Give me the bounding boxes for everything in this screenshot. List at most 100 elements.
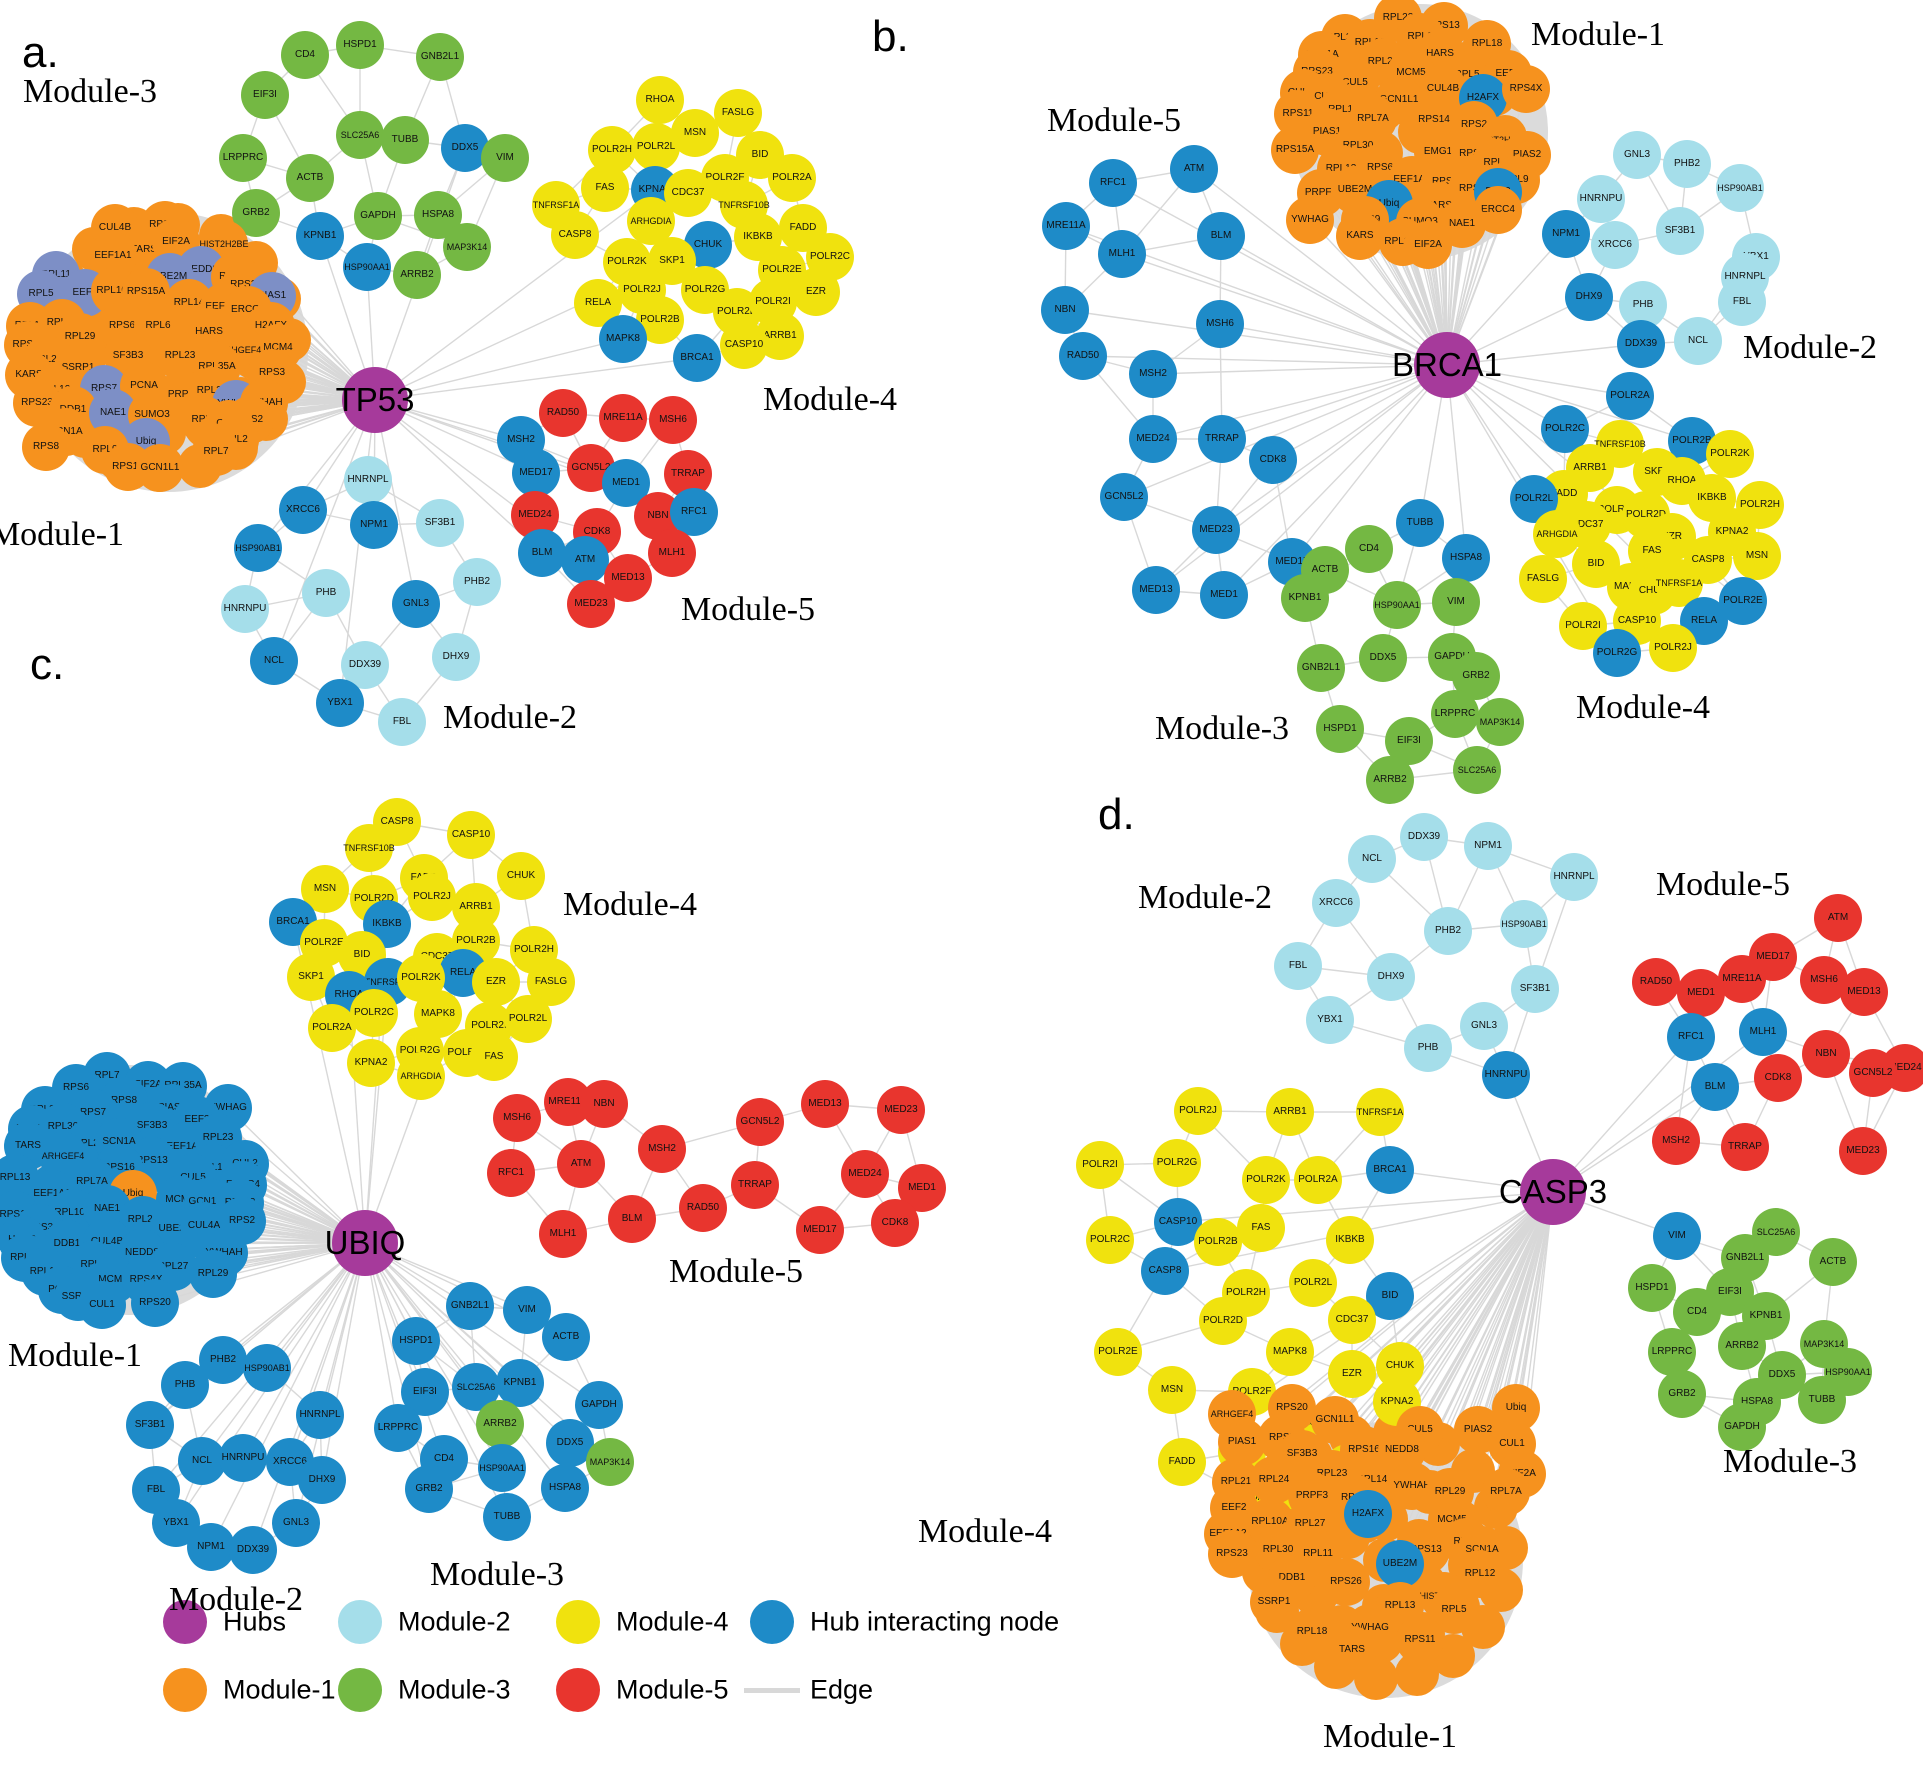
node-MSN[interactable]: MSN [301, 865, 349, 913]
node-CDK8[interactable]: CDK8 [1249, 436, 1297, 484]
node-ARRB2[interactable]: ARRB2 [1718, 1322, 1766, 1370]
node-DHX9[interactable]: DHX9 [1367, 953, 1415, 1001]
node-CASP10[interactable]: CASP10 [720, 321, 768, 369]
node-NCL[interactable]: NCL [1348, 835, 1396, 883]
node-MED17[interactable]: MED17 [512, 449, 560, 497]
node-MSH2[interactable]: MSH2 [1129, 350, 1177, 398]
node-RPS23[interactable]: RPS23 [1208, 1530, 1256, 1578]
node-XRCC6[interactable]: XRCC6 [1312, 879, 1360, 927]
node-HSPA8[interactable]: HSPA8 [1442, 534, 1490, 582]
node-YBX1[interactable]: YBX1 [1306, 996, 1354, 1044]
node-KPNB1[interactable]: KPNB1 [496, 1359, 544, 1407]
node-HNRNPU[interactable]: HNRNPU [1577, 175, 1625, 223]
node-RPS15A[interactable]: RPS15A [1271, 126, 1319, 174]
node-NCL[interactable]: NCL [1674, 317, 1722, 365]
node-GAPDH[interactable]: GAPDH [1718, 1403, 1766, 1451]
node-RAD50[interactable]: RAD50 [539, 389, 587, 437]
node-DDX39[interactable]: DDX39 [1400, 813, 1448, 861]
node-FAS[interactable]: FAS [470, 1033, 518, 1081]
node-RHOA[interactable]: RHOA [636, 76, 684, 124]
node-HNRNPL[interactable]: HNRNPL [296, 1391, 344, 1439]
node-RFC1[interactable]: RFC1 [1089, 159, 1137, 207]
node-MED23[interactable]: MED23 [877, 1086, 925, 1134]
node-GRB2[interactable]: GRB2 [1658, 1370, 1706, 1418]
node-KPNA2[interactable]: KPNA2 [347, 1039, 395, 1087]
node-TNFRSF10B[interactable]: TNFRSF10B [343, 824, 395, 872]
node-DDX39[interactable]: DDX39 [229, 1526, 277, 1574]
node-GRB2[interactable]: GRB2 [405, 1465, 453, 1513]
node-XRCC6[interactable]: XRCC6 [1591, 221, 1639, 269]
node-DHX9[interactable]: DHX9 [1565, 273, 1613, 321]
node-POLR2G[interactable]: POLR2G [1153, 1139, 1201, 1187]
node-RFC1[interactable]: RFC1 [670, 488, 718, 536]
node-KARS[interactable]: KARS [1336, 212, 1384, 260]
node-POLR2C[interactable]: POLR2C [350, 989, 398, 1037]
node-POLR2K[interactable]: POLR2K [1242, 1156, 1290, 1204]
node-HSPA8[interactable]: HSPA8 [541, 1464, 589, 1512]
node-YWHAG[interactable]: YWHAG [1286, 196, 1334, 244]
node-CDK8[interactable]: CDK8 [871, 1199, 919, 1247]
node-TRRAP[interactable]: TRRAP [1721, 1123, 1769, 1171]
node-TNFRSF1A[interactable]: TNFRSF1A [1356, 1088, 1404, 1136]
node-RPS20[interactable]: RPS20 [131, 1279, 179, 1327]
node-POLR2J[interactable]: POLR2J [1174, 1087, 1222, 1135]
node-BRCA1[interactable]: BRCA1 [673, 334, 721, 382]
hub-node-TP53[interactable] [342, 367, 408, 433]
node-MED23[interactable]: MED23 [1839, 1127, 1887, 1175]
node-HSPD1[interactable]: HSPD1 [1316, 705, 1364, 753]
node-EIF3I[interactable]: EIF3I [241, 71, 289, 119]
node-CD4[interactable]: CD4 [1345, 525, 1393, 573]
node-CDC37[interactable]: CDC37 [1328, 1296, 1376, 1344]
node-POLR2J[interactable]: POLR2J [408, 873, 456, 921]
node-GAPDH[interactable]: GAPDH [575, 1381, 623, 1429]
node-TUBB[interactable]: TUBB [1798, 1376, 1846, 1424]
node-ARRB1[interactable]: ARRB1 [1266, 1088, 1314, 1136]
node-GNL3[interactable]: GNL3 [1460, 1002, 1508, 1050]
node-MED24[interactable]: MED24 [841, 1150, 889, 1198]
node-MED13[interactable]: MED13 [801, 1080, 849, 1128]
node-BLM[interactable]: BLM [608, 1195, 656, 1243]
node-MLH1[interactable]: MLH1 [1739, 1008, 1787, 1056]
node-TUBB[interactable]: TUBB [1396, 499, 1444, 547]
node-GNB2L1[interactable]: GNB2L1 [1297, 644, 1345, 692]
node-RFC1[interactable]: RFC1 [487, 1149, 535, 1197]
node-MED13[interactable]: MED13 [1132, 566, 1180, 614]
node-PHB2[interactable]: PHB2 [1663, 140, 1711, 188]
node-MRE11A[interactable]: MRE11A [599, 394, 647, 442]
node-FBL[interactable]: FBL [378, 698, 426, 746]
node-HSP90AB1[interactable]: HSP90AB1 [234, 524, 282, 572]
node-YBX1[interactable]: YBX1 [316, 679, 364, 727]
node-MSH6[interactable]: MSH6 [649, 396, 697, 444]
node-RPL29[interactable]: RPL29 [189, 1250, 237, 1298]
node-RPS8[interactable]: RPS8 [22, 423, 70, 471]
hub-node-CASP3[interactable] [1520, 1159, 1586, 1225]
node-PHB2[interactable]: PHB2 [453, 558, 501, 606]
node-TRRAP[interactable]: TRRAP [1198, 415, 1246, 463]
node-GNB2L1[interactable]: GNB2L1 [446, 1282, 494, 1330]
node-POLR2J[interactable]: POLR2J [1649, 624, 1697, 672]
node-FAS[interactable]: FAS [1237, 1204, 1285, 1252]
node-GNL3[interactable]: GNL3 [1613, 131, 1661, 179]
node-PHB2[interactable]: PHB2 [1424, 907, 1472, 955]
node-MED1[interactable]: MED1 [1677, 969, 1725, 1017]
node-NBN[interactable]: NBN [580, 1080, 628, 1128]
node-POLR2A[interactable]: POLR2A [1606, 372, 1654, 420]
node-POLR2A[interactable]: POLR2A [1294, 1156, 1342, 1204]
node-GNL3[interactable]: GNL3 [272, 1499, 320, 1547]
node-HSPD1[interactable]: HSPD1 [1628, 1264, 1676, 1312]
node-LRPPRC[interactable]: LRPPRC [374, 1404, 422, 1452]
node-DHX9[interactable]: DHX9 [298, 1456, 346, 1504]
node-CD4[interactable]: CD4 [281, 31, 329, 79]
node-ATM[interactable]: ATM [1814, 894, 1862, 942]
hub-node-UBIQ[interactable] [332, 1210, 398, 1276]
node-EZR[interactable]: EZR [472, 958, 520, 1006]
node-POLR2G[interactable]: POLR2G [1593, 629, 1641, 677]
node-MSN[interactable]: MSN [1733, 532, 1781, 580]
node-ATM[interactable]: ATM [561, 536, 609, 584]
node-LRPPRC[interactable]: LRPPRC [1431, 690, 1479, 738]
node-MAP3K14[interactable]: MAP3K14 [586, 1438, 634, 1486]
node-SF3B1[interactable]: SF3B1 [1511, 965, 1559, 1013]
node-MED17[interactable]: MED17 [796, 1206, 844, 1254]
node-HNRNPU[interactable]: HNRNPU [219, 1434, 267, 1482]
node-TARS[interactable]: TARS [1328, 1626, 1376, 1674]
